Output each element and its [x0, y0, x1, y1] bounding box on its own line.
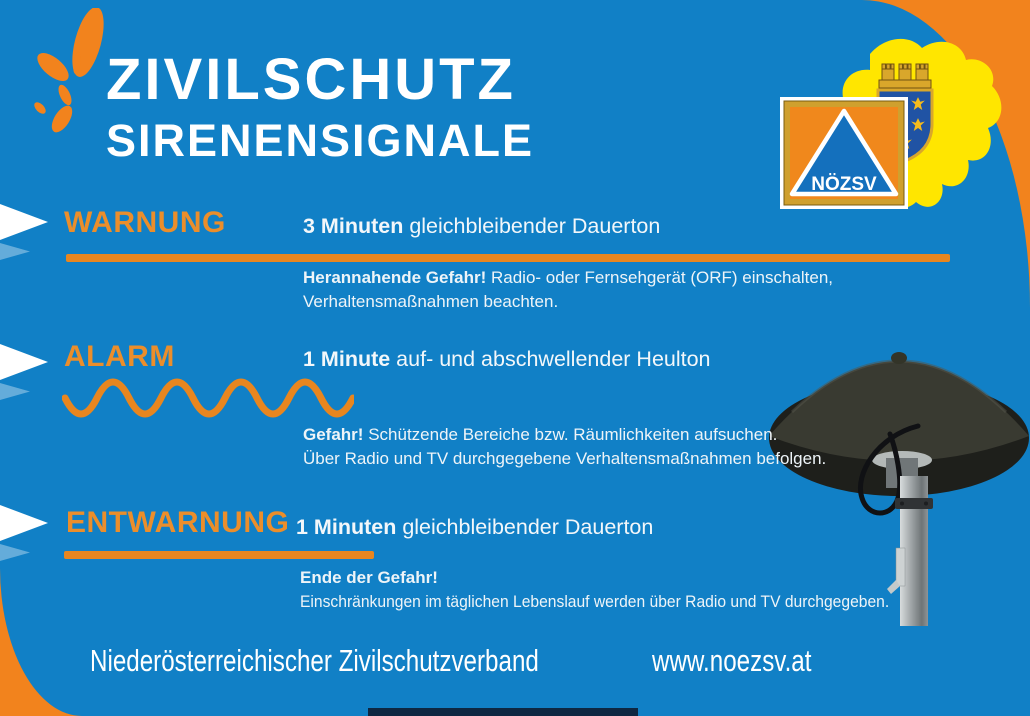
- signal-duration: 3 Minuten: [303, 214, 404, 238]
- signal-description-alarm: 1 Minute auf- und abschwellender Heulton: [303, 347, 711, 372]
- desc-lead: Gefahr!: [303, 425, 364, 444]
- section-label-warnung: WARNUNG: [64, 206, 226, 239]
- signal-rest: gleichbleibender Dauerton: [396, 515, 654, 539]
- desc-line2: Einschränkungen im täglichen Lebenslauf …: [300, 592, 890, 611]
- burst-icon: [34, 8, 104, 133]
- desc-line2: Über Radio und TV durchgegebene Verhalte…: [303, 449, 827, 468]
- desc-lead: Herannahende Gefahr!: [303, 268, 487, 287]
- desc-lead: Ende der Gefahr!: [300, 568, 438, 587]
- desc-rest: Radio- oder Fernsehgerät (ORF) einschalt…: [486, 268, 834, 287]
- behaviour-text-warnung: Herannahende Gefahr! Radio- oder Fernseh…: [303, 266, 833, 314]
- footer-organization: Niederösterreichischer Zivilschutzverban…: [90, 643, 539, 678]
- desc-rest: Schützende Bereiche bzw. Räumlichkeiten …: [363, 425, 778, 444]
- behaviour-text-entwarnung: Ende der Gefahr! Einschränkungen im tägl…: [300, 566, 940, 614]
- siren-wave-icon: [62, 378, 354, 418]
- cable-icon: [858, 423, 921, 516]
- behaviour-text-alarm: Gefahr! Schützende Bereiche bzw. Räumlic…: [303, 423, 826, 471]
- signal-duration: 1 Minuten: [296, 515, 397, 539]
- footer-website: www.noezsv.at: [652, 643, 812, 678]
- section-label-entwarnung: ENTWARNUNG: [66, 506, 290, 539]
- signal-description-warnung: 3 Minuten gleichbleibender Dauerton: [303, 214, 660, 239]
- siren-photo: [769, 352, 1029, 626]
- divider-line: [66, 254, 950, 262]
- logo-triangle-icon: [789, 108, 899, 197]
- page-title: ZIVILSCHUTZ: [106, 47, 516, 112]
- desc-line2: Verhaltensmaßnahmen beachten.: [303, 292, 559, 311]
- logo-text: NÖZSV: [811, 174, 877, 195]
- signal-rest: gleichbleibender Dauerton: [403, 214, 661, 238]
- bottom-dark-bar: [368, 708, 638, 716]
- nozsv-logo: NÖZSV: [780, 97, 908, 209]
- page-subtitle: SIRENENSIGNALE: [106, 115, 535, 166]
- signal-duration: 1 Minute: [303, 347, 391, 371]
- signal-rest: auf- und abschwellender Heulton: [390, 347, 711, 371]
- signal-description-entwarnung: 1 Minuten gleichbleibender Dauerton: [296, 515, 653, 540]
- section-label-alarm: ALARM: [64, 340, 175, 373]
- divider-line: [64, 551, 374, 559]
